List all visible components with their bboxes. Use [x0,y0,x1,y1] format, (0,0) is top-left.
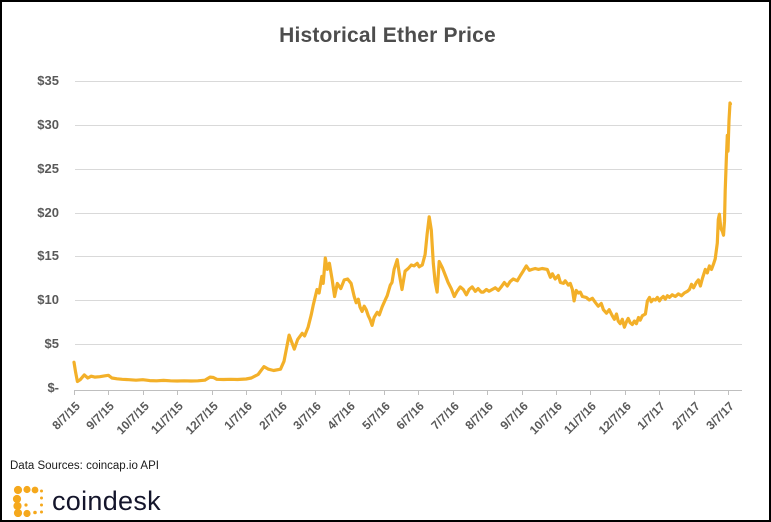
x-axis-tick [383,391,385,395]
y-tick-label: $10 [37,292,59,307]
x-axis-tick [452,391,454,395]
y-tick-label: $15 [37,248,59,264]
gridline [75,256,742,258]
coindesk-wordmark: coindesk [52,485,161,516]
x-axis-tick [74,391,75,395]
data-sources-note: Data Sources: coincap.io API [10,460,159,472]
gridline [75,81,742,83]
x-axis-tick [246,391,248,395]
gridline [75,124,742,126]
x-axis-tick [177,391,179,395]
gridline [75,300,742,301]
y-tick-label: $5 [44,335,59,351]
coindesk-logo: coindesk [12,484,161,517]
x-axis-tick [659,391,661,395]
x-axis-tick [108,391,110,395]
x-axis-tick [521,391,523,395]
gridline [75,343,742,345]
gridline [75,168,742,170]
y-tick-label: $- [47,379,59,395]
x-axis-tick [693,391,695,395]
x-axis-tick [590,391,592,395]
y-tick-label: $30 [37,116,59,132]
x-axis-tick [211,391,213,395]
x-axis-tick [142,391,144,395]
x-axis-tick [624,391,626,395]
y-tick-label: $20 [37,204,59,220]
x-axis-tick [418,391,420,395]
x-axis-tick [728,391,729,395]
price-line-series [72,101,733,384]
x-axis-line [74,390,742,391]
y-tick-label: $35 [37,73,59,89]
x-axis-tick [349,391,351,395]
x-axis-tick [280,391,282,395]
coindesk-logo-icon [12,485,43,517]
gridline [75,212,742,214]
x-axis-tick [314,391,316,395]
x-axis-tick [555,391,557,395]
y-tick-label: $25 [37,160,59,176]
chart-title: Historical Ether Price [279,24,496,47]
x-axis-tick [487,391,488,395]
